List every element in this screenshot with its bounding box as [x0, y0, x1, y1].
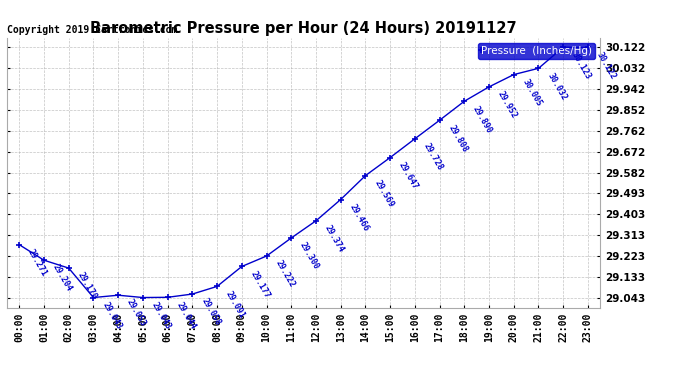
Text: 29.890: 29.890 [471, 104, 494, 135]
Text: 29.091: 29.091 [224, 289, 247, 320]
Text: 29.170: 29.170 [76, 271, 99, 302]
Text: 29.300: 29.300 [298, 241, 321, 271]
Text: 29.044: 29.044 [175, 300, 197, 330]
Text: 30.005: 30.005 [521, 77, 544, 108]
Text: 29.043: 29.043 [150, 300, 172, 331]
Text: 30.122: 30.122 [595, 50, 618, 81]
Text: 29.569: 29.569 [373, 178, 395, 209]
Text: 30.032: 30.032 [545, 71, 569, 102]
Text: 29.058: 29.058 [199, 297, 222, 327]
Text: 29.808: 29.808 [446, 123, 469, 153]
Text: 29.043: 29.043 [100, 300, 124, 331]
Text: 29.271: 29.271 [26, 248, 49, 278]
Text: 30.123: 30.123 [570, 50, 593, 81]
Text: 29.053: 29.053 [125, 298, 148, 328]
Text: 29.177: 29.177 [248, 269, 272, 300]
Text: Copyright 2019 Cartronics.com: Copyright 2019 Cartronics.com [7, 25, 177, 35]
Legend: Pressure  (Inches/Hg): Pressure (Inches/Hg) [478, 43, 595, 59]
Text: 29.222: 29.222 [273, 259, 296, 289]
Text: 29.952: 29.952 [496, 90, 519, 120]
Text: 29.647: 29.647 [397, 160, 420, 191]
Text: 29.374: 29.374 [323, 224, 346, 254]
Title: Barometric Pressure per Hour (24 Hours) 20191127: Barometric Pressure per Hour (24 Hours) … [90, 21, 517, 36]
Text: 29.466: 29.466 [348, 202, 371, 233]
Text: 29.204: 29.204 [51, 263, 74, 294]
Text: 29.728: 29.728 [422, 141, 444, 172]
